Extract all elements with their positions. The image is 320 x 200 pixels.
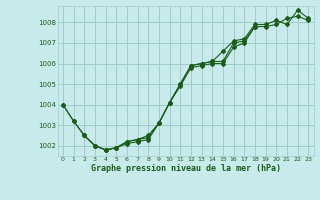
X-axis label: Graphe pression niveau de la mer (hPa): Graphe pression niveau de la mer (hPa) <box>91 164 281 173</box>
